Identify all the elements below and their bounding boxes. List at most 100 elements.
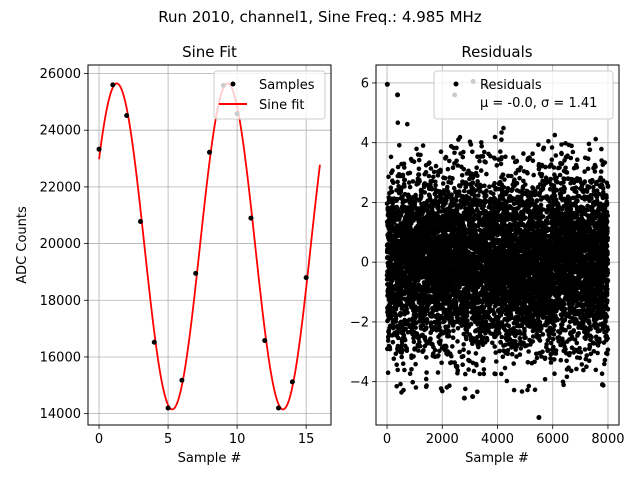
residual-point — [509, 351, 515, 357]
residual-point — [404, 306, 410, 312]
residual-point — [427, 160, 432, 165]
residual-point — [444, 344, 449, 350]
residual-point — [395, 367, 401, 373]
residual-point — [407, 371, 413, 377]
residual-point — [454, 145, 459, 151]
residual-point — [413, 196, 419, 201]
residual-point — [417, 339, 422, 345]
residual-point — [402, 337, 408, 343]
residual-point — [426, 173, 432, 179]
residual-point — [500, 354, 506, 360]
residual-point — [450, 165, 456, 170]
residual-point — [402, 177, 408, 183]
residual-point — [482, 183, 487, 189]
residual-point — [393, 313, 399, 319]
residual-point — [501, 185, 507, 190]
residual-point — [445, 184, 450, 190]
residual-point — [463, 386, 468, 392]
residual-point — [504, 378, 510, 384]
residual-point — [449, 353, 454, 359]
residual-point — [454, 198, 459, 203]
sine-fit-ytick-label: 18000 — [40, 294, 81, 309]
residual-point — [493, 371, 498, 377]
sine-fit-ticks: 0 5 10 151400016000180002000022000240002600… — [40, 67, 315, 447]
residual-point — [394, 384, 400, 389]
residual-point — [395, 331, 400, 336]
sine-fit-xtick-label: 5 — [164, 432, 172, 447]
residual-point — [497, 348, 502, 354]
residual-point — [428, 320, 434, 326]
residual-point — [403, 326, 409, 332]
residual-point — [433, 163, 439, 169]
residual-point — [402, 165, 407, 170]
residual-point — [395, 196, 400, 202]
residual-point — [498, 149, 503, 154]
residual-point — [475, 389, 480, 395]
residual-point — [492, 344, 498, 349]
residual-point — [385, 338, 391, 343]
residual-point — [391, 180, 396, 185]
residual-point — [479, 140, 484, 145]
residual-point — [424, 370, 429, 375]
sample-point — [165, 405, 171, 411]
residual-point — [416, 166, 422, 172]
residual-point — [416, 172, 422, 177]
residual-point — [461, 166, 467, 172]
sample-point — [276, 405, 282, 411]
residual-point — [499, 130, 504, 135]
residual-point — [473, 351, 479, 356]
residual-point — [484, 337, 490, 343]
residual-point — [481, 371, 487, 377]
residual-point — [518, 165, 523, 170]
residual-point — [438, 149, 444, 154]
residual-point — [478, 168, 484, 173]
residual-point — [476, 344, 481, 350]
sine-fit-panel: Sine Fit 0 5 10 151400016000180002000022000… — [15, 43, 332, 466]
residual-point — [484, 188, 489, 193]
residual-point — [460, 154, 466, 160]
residual-point — [400, 347, 405, 353]
residual-point — [517, 352, 523, 357]
sine-fit-ylabel: ADC Counts — [15, 206, 30, 284]
residual-point — [433, 182, 438, 188]
residual-point — [407, 170, 413, 176]
residual-point — [386, 174, 391, 180]
residual-point — [424, 383, 429, 388]
residual-point — [463, 371, 468, 377]
residual-point — [461, 149, 466, 155]
sample-point — [193, 270, 199, 276]
residual-point — [474, 165, 480, 170]
residual-point — [470, 149, 475, 155]
residual-point — [455, 368, 461, 373]
residual-point — [460, 362, 466, 368]
residual-point — [492, 181, 497, 186]
residual-point — [409, 367, 414, 372]
residual-point — [468, 142, 474, 147]
residual-point — [400, 361, 406, 367]
residual-point — [498, 161, 504, 167]
sine-fit-axes-frame — [87, 64, 332, 426]
residual-point — [416, 157, 422, 163]
residual-point — [434, 194, 439, 199]
residual-point — [402, 367, 407, 373]
residual-point — [519, 389, 525, 394]
residual-point — [483, 160, 488, 165]
sine-fit-legend: Samples Sine fit — [213, 70, 326, 120]
residual-point — [499, 334, 505, 340]
legend-samples-marker — [230, 81, 236, 87]
residual-point — [474, 363, 479, 368]
residual-point — [432, 347, 438, 353]
sample-point — [303, 275, 309, 281]
sine-fit-ytick-label: 14000 — [40, 407, 81, 422]
sample-point — [248, 215, 254, 221]
sine-fit-xlabel: Sample # — [178, 451, 242, 466]
residual-point — [501, 125, 506, 131]
residual-point — [436, 353, 441, 358]
residual-point — [518, 346, 524, 351]
residual-point — [398, 381, 403, 387]
residual-point — [461, 342, 467, 347]
residual-point — [424, 325, 429, 330]
residual-point — [499, 137, 504, 142]
